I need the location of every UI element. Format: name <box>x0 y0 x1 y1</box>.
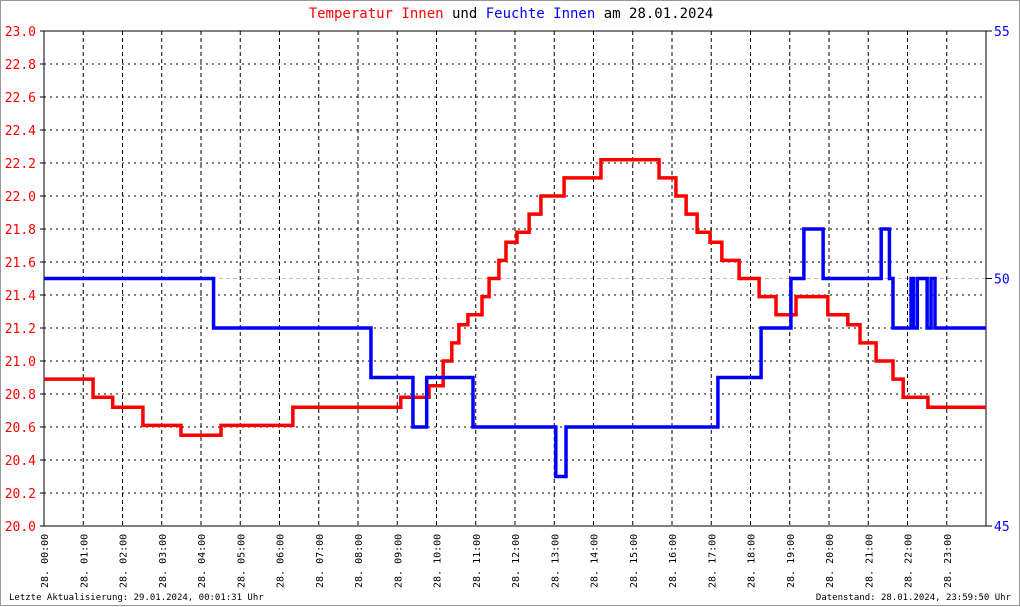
title-and: und <box>451 6 478 22</box>
x-tick-label: 28. 21:00 <box>864 534 875 588</box>
x-tick-label: 28. 14:00 <box>590 534 601 588</box>
x-tick-label: 28. 17:00 <box>707 534 718 588</box>
x-tick-label: 28. 11:00 <box>472 534 483 588</box>
y-right-tick-label: 55 <box>994 25 1010 40</box>
x-tick-label: 28. 22:00 <box>904 534 915 588</box>
y-left-tick-label: 22.2 <box>5 157 36 172</box>
y-left-tick-label: 22.4 <box>5 124 36 139</box>
x-tick-label: 28. 18:00 <box>747 534 758 588</box>
title-date: am 28.01.2024 <box>603 6 714 22</box>
y-right-tick-label: 50 <box>994 273 1010 288</box>
x-tick-label: 28. 04:00 <box>197 534 208 588</box>
x-tick-label: 28. 13:00 <box>550 534 561 588</box>
temperature-line <box>44 157 986 437</box>
y-left-tick-label: 20.4 <box>5 454 36 469</box>
x-tick-label: 28. 03:00 <box>158 534 169 588</box>
x-tick-label: 28. 00:00 <box>40 534 51 588</box>
x-tick-label: 28. 06:00 <box>276 534 287 588</box>
y-left-tick-label: 21.0 <box>5 355 36 370</box>
chart-title: Temperatur Innen und Feuchte Innen am 28… <box>1 6 1020 22</box>
x-tick-label: 28. 09:00 <box>393 534 404 588</box>
last-update: Letzte Aktualisierung: 29.01.2024, 00:01… <box>9 593 264 603</box>
y-left-tick-label: 21.4 <box>5 289 36 304</box>
humidity-line <box>44 227 986 479</box>
title-temperature: Temperatur Innen <box>308 6 444 22</box>
y-left-tick-label: 21.6 <box>5 256 36 271</box>
x-tick-label: 28. 19:00 <box>786 534 797 588</box>
x-tick-label: 28. 08:00 <box>354 534 365 588</box>
data-status: Datenstand: 28.01.2024, 23:59:50 Uhr <box>815 593 1011 603</box>
x-tick-label: 28. 20:00 <box>825 534 836 588</box>
x-tick-label: 28. 12:00 <box>511 534 522 588</box>
y-left-tick-label: 22.0 <box>5 190 36 205</box>
x-tick-label: 28. 23:00 <box>943 534 954 588</box>
y-left-tick-label: 21.2 <box>5 322 36 337</box>
x-tick-label: 28. 15:00 <box>629 534 640 588</box>
y-left-tick-label: 22.6 <box>5 91 36 106</box>
y-left-tick-label: 20.2 <box>5 487 36 502</box>
y-left-tick-label: 22.8 <box>5 58 36 73</box>
y-left-tick-label: 21.8 <box>5 223 36 238</box>
title-humidity: Feuchte Innen <box>485 6 596 22</box>
x-tick-label: 28. 02:00 <box>119 534 130 588</box>
y-right-tick-label: 45 <box>994 520 1010 535</box>
x-tick-label: 28. 01:00 <box>79 534 90 588</box>
x-tick-label: 28. 10:00 <box>433 534 444 588</box>
x-tick-label: 28. 16:00 <box>668 534 679 588</box>
x-tick-label: 28. 07:00 <box>315 534 326 588</box>
y-left-tick-label: 20.8 <box>5 388 36 403</box>
y-left-tick-label: 20.0 <box>5 520 36 535</box>
x-tick-label: 28. 05:00 <box>236 534 247 588</box>
y-left-tick-label: 23.0 <box>5 25 36 40</box>
y-left-tick-label: 20.6 <box>5 421 36 436</box>
